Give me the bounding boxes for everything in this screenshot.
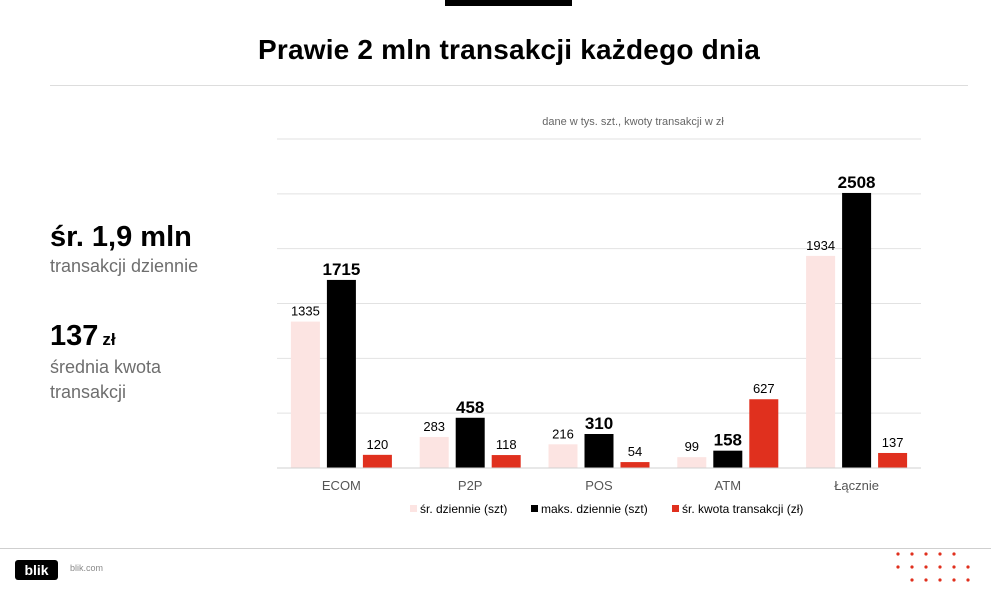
stat-amount-unit: zł xyxy=(102,330,116,349)
decorative-dot xyxy=(966,565,970,569)
bar-p2p-series-1 xyxy=(455,417,485,468)
decorative-dot xyxy=(938,565,942,569)
decorative-dot xyxy=(910,578,914,582)
bar-p2p-series-2 xyxy=(491,455,521,468)
bar-łącznie-series-1 xyxy=(842,192,872,468)
data-label: 216 xyxy=(552,426,574,441)
x-tick-label: P2P xyxy=(458,478,483,493)
chart-subtitle: dane w tys. szt., kwoty transakcji w zł xyxy=(542,116,724,128)
x-tick-label: ECOM xyxy=(322,478,361,493)
bar-atm-series-0 xyxy=(677,457,707,468)
data-label: 118 xyxy=(496,437,517,452)
bar-łącznie-series-0 xyxy=(806,255,836,468)
decorative-dot xyxy=(966,578,970,582)
top-tab-marker xyxy=(445,0,572,6)
bar-atm-series-2 xyxy=(749,399,779,468)
decorative-dot xyxy=(938,578,942,582)
decorative-dot xyxy=(952,578,956,582)
bar-pos-series-1 xyxy=(584,434,614,468)
decorative-dot xyxy=(896,565,900,569)
decorative-dot xyxy=(924,565,928,569)
bar-łącznie-series-2 xyxy=(878,452,908,468)
bar-pos-series-0 xyxy=(548,444,578,468)
data-label: 458 xyxy=(456,398,484,417)
decorative-dot xyxy=(924,552,928,556)
decorative-dot xyxy=(910,552,914,556)
stat-amount-value: 137 zł xyxy=(50,320,116,353)
data-label: 137 xyxy=(882,435,904,450)
data-label: 120 xyxy=(367,437,389,452)
decorative-dot xyxy=(910,565,914,569)
legend-swatch xyxy=(531,505,538,512)
bar-ecom-series-0 xyxy=(290,321,320,468)
x-tick-label: ATM xyxy=(715,478,741,493)
data-label: 310 xyxy=(585,414,613,433)
x-tick-label: POS xyxy=(585,478,613,493)
data-label: 1715 xyxy=(322,260,360,279)
blik-logo: blik xyxy=(15,560,58,580)
decorative-dot xyxy=(924,578,928,582)
footer-site: blik.com xyxy=(70,563,104,573)
legend-label: maks. dziennie (szt) xyxy=(541,502,648,516)
page-title: Prawie 2 mln transakcji każdego dnia xyxy=(257,34,761,65)
stat-daily-label: transakcji dziennie xyxy=(50,256,199,276)
bar-p2p-series-0 xyxy=(419,436,449,468)
decorative-dot xyxy=(952,565,956,569)
bar-ecom-series-2 xyxy=(362,454,392,468)
bar-atm-series-1 xyxy=(713,450,743,468)
bar-ecom-series-1 xyxy=(326,279,356,468)
stat-amount-label: średnia kwota transakcji xyxy=(50,357,162,402)
x-tick-label: Łącznie xyxy=(834,478,879,493)
data-label: 1934 xyxy=(806,238,835,253)
decorative-dot xyxy=(952,552,956,556)
legend-swatch xyxy=(672,505,679,512)
data-label: 99 xyxy=(685,439,699,454)
stat-daily-number: śr. 1,9 mln xyxy=(50,221,192,253)
legend-swatch xyxy=(410,505,417,512)
legend-label: śr. kwota transakcji (zł) xyxy=(682,502,803,516)
data-label: 627 xyxy=(753,381,775,396)
data-label: 283 xyxy=(423,419,445,434)
data-label: 54 xyxy=(628,444,642,459)
decorative-dot xyxy=(896,552,900,556)
title-divider xyxy=(50,85,968,86)
bar-pos-series-2 xyxy=(620,462,650,468)
data-label: 2508 xyxy=(838,173,876,192)
legend-label: śr. dziennie (szt) xyxy=(420,502,507,516)
data-label: 158 xyxy=(714,431,742,450)
dots-decoration-icon xyxy=(896,552,970,582)
stat-daily-value: śr. 1,9 mln xyxy=(50,221,192,254)
stat-amount-number: 137 xyxy=(50,320,99,352)
data-label: 1335 xyxy=(291,304,320,319)
decorative-dot xyxy=(938,552,942,556)
footer-divider xyxy=(0,548,991,549)
